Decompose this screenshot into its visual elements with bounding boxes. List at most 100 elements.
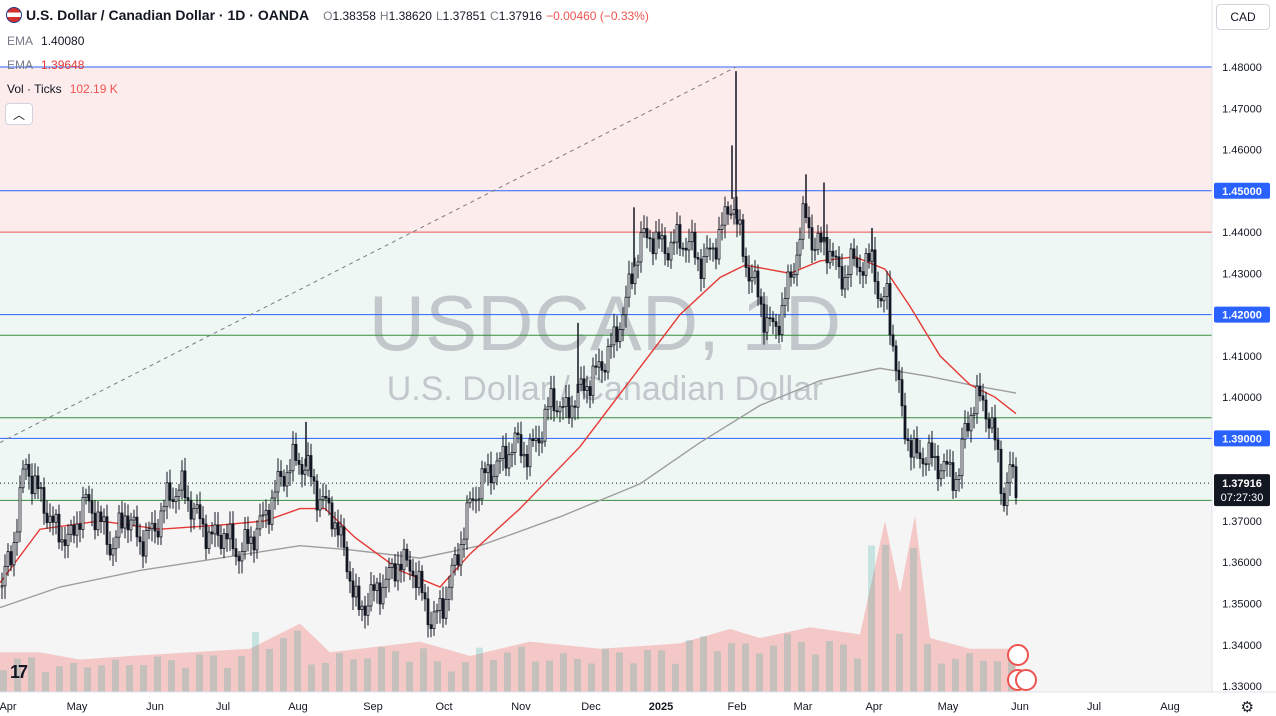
candle-body	[234, 548, 238, 557]
volume-legend[interactable]: Vol · Ticks 102.19 K	[7, 82, 118, 96]
candle-body	[798, 238, 802, 256]
candle-body	[30, 475, 34, 495]
candle-body	[837, 256, 841, 268]
tradingview-logo-icon[interactable]: 17	[10, 662, 28, 682]
volume-bar	[980, 660, 987, 692]
candle-body	[309, 455, 313, 478]
usd-cad-flag-icon	[6, 7, 22, 23]
candle-body	[780, 305, 784, 335]
candle-body	[264, 509, 268, 516]
candle-body	[345, 546, 349, 573]
volume-bar	[28, 657, 35, 692]
candle-body	[18, 487, 22, 533]
candle-body	[786, 271, 790, 300]
candle-body	[855, 258, 859, 268]
price-tick-label: 1.43000	[1222, 268, 1262, 280]
currency-button[interactable]: CAD	[1216, 4, 1270, 30]
candle-body	[852, 248, 856, 259]
volume-bar	[868, 545, 875, 692]
volume-bar	[420, 648, 427, 692]
candle-body	[942, 461, 946, 472]
candle-body	[582, 378, 586, 391]
volume-bar	[252, 631, 259, 692]
candle-body	[168, 482, 172, 501]
candle-body	[702, 256, 706, 279]
candle-body	[723, 206, 727, 226]
candle-body	[78, 523, 82, 530]
candle-body	[45, 512, 49, 523]
candle-body	[957, 475, 961, 480]
candle-body	[51, 515, 55, 523]
time-tick-label: May	[938, 701, 959, 713]
candle-body	[438, 598, 442, 611]
candle-body	[795, 254, 799, 276]
candle-body	[879, 298, 883, 302]
candle-body	[96, 511, 100, 531]
candle-body	[585, 386, 589, 391]
candle-body	[261, 514, 265, 517]
candle-body	[513, 432, 517, 453]
candle-body	[933, 455, 937, 459]
candle-body	[831, 250, 835, 257]
candle-body	[117, 512, 121, 538]
candle-body	[888, 283, 892, 336]
volume-bar	[798, 641, 805, 692]
volume-bar	[42, 671, 49, 692]
price-tick-label: 1.44000	[1222, 227, 1262, 239]
candle-body	[138, 536, 142, 543]
candle-body	[462, 538, 466, 545]
candle-body	[825, 236, 829, 264]
candle-body	[678, 224, 682, 249]
candle-body	[102, 516, 106, 522]
price-tick-label: 1.37000	[1222, 516, 1262, 528]
candle-body	[903, 405, 907, 440]
candle-body	[303, 469, 307, 475]
volume-bar	[532, 661, 539, 692]
volume-bar	[392, 651, 399, 692]
candle-body	[537, 438, 541, 444]
ema-1-legend[interactable]: EMA 1.40080	[7, 34, 84, 48]
symbol-title[interactable]: U.S. Dollar / Canadian Dollar · 1D · OAN…	[26, 7, 310, 23]
candle-body	[726, 206, 730, 215]
volume-bar	[350, 659, 357, 692]
candle-body	[969, 414, 973, 432]
candle-body	[720, 224, 724, 230]
candle-body	[285, 472, 289, 487]
volume-bar	[742, 643, 749, 692]
ema-2-legend[interactable]: EMA 1.39648	[7, 58, 84, 72]
candle-body	[360, 605, 364, 610]
candle-body	[642, 228, 646, 234]
candle-body	[258, 515, 262, 530]
volume-bar	[168, 660, 175, 692]
candle-body	[399, 563, 403, 571]
volume-bar	[434, 661, 441, 692]
candle-body	[861, 271, 865, 276]
candle-body	[807, 217, 811, 229]
time-axis: Apr May Jun Jul Aug Sep Oct Nov Dec 2025 Feb Mar Apr…	[0, 644, 1276, 713]
gear-icon[interactable]: ⚙	[1240, 699, 1254, 716]
time-tick-label: Sep	[363, 701, 383, 713]
candle-body	[126, 515, 130, 531]
volume-bar	[630, 663, 637, 692]
time-tick-label: May	[67, 701, 88, 713]
candle-body	[648, 237, 652, 240]
candle-body	[294, 443, 298, 461]
candle-body	[495, 460, 499, 477]
candle-body	[813, 249, 817, 252]
collapse-legend-button[interactable]: ︿	[5, 103, 33, 125]
candle-body	[987, 418, 991, 429]
candle-body	[387, 567, 391, 580]
candle-body	[255, 528, 259, 551]
candle-body	[747, 267, 751, 282]
candle-body	[885, 283, 889, 297]
volume-bar	[672, 663, 679, 692]
volume-bar	[112, 659, 119, 692]
candle-body	[288, 470, 292, 474]
ohlc-values: O1.38358 H1.38620 L1.37851 C1.37916 −0.00460…	[319, 8, 649, 23]
candle-body	[66, 533, 70, 546]
candle-body	[312, 476, 316, 482]
volume-bar	[686, 640, 693, 692]
candle-body	[468, 498, 472, 504]
candle-body	[930, 442, 934, 459]
